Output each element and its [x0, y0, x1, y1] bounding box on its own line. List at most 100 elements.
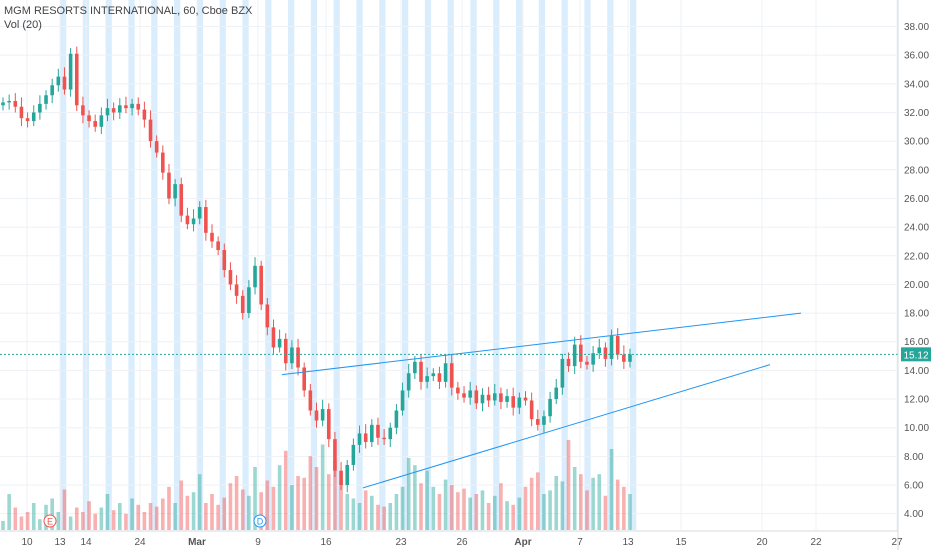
- volume-bar: [204, 503, 208, 530]
- candle-body: [505, 396, 509, 402]
- volume-bar: [486, 503, 491, 530]
- session-band: [584, 0, 591, 530]
- candle-body: [283, 338, 288, 364]
- grid-layer: [0, 0, 898, 530]
- volume-bar: [228, 483, 233, 530]
- y-tick-label: 28.00: [904, 165, 929, 176]
- volume-bar: [560, 481, 565, 530]
- volume-bar: [437, 494, 442, 530]
- candle-body: [25, 118, 30, 122]
- volume-bar: [308, 456, 313, 530]
- volume-bar: [185, 495, 190, 530]
- candle-body: [111, 108, 116, 113]
- candle-body: [210, 232, 214, 242]
- candle-body: [161, 152, 165, 173]
- volume-bar: [93, 513, 98, 530]
- volume-bar: [210, 494, 214, 530]
- candle-body: [277, 338, 282, 348]
- volume-bar: [425, 470, 429, 530]
- volume-bar: [370, 495, 374, 530]
- volume-bar: [468, 497, 472, 530]
- last-price-label: 15.12: [903, 350, 928, 361]
- candle-body: [197, 207, 202, 219]
- candle-body: [376, 424, 380, 438]
- volume-bar: [161, 498, 165, 530]
- volume-bar: [345, 494, 350, 530]
- y-tick-label: 24.00: [904, 223, 929, 234]
- volume-bar: [615, 479, 620, 530]
- x-tick-label: Mar: [188, 537, 206, 548]
- candle-body: [117, 105, 122, 113]
- event-marker-label: E: [47, 517, 53, 527]
- x-tick-label: 16: [320, 537, 332, 548]
- candle-body: [204, 207, 208, 233]
- volume-bar: [566, 440, 571, 530]
- volume-bar: [572, 467, 577, 530]
- session-band: [561, 0, 568, 530]
- session-band: [538, 0, 546, 530]
- candle-body: [185, 215, 190, 225]
- y-tick-label: 12.00: [904, 395, 929, 406]
- candle-body: [7, 101, 11, 103]
- x-tick-label: Apr: [514, 537, 531, 548]
- session-band: [60, 0, 67, 530]
- volume-bar: [462, 488, 466, 530]
- volume-bar: [406, 458, 411, 530]
- x-tick-label: 13: [54, 537, 66, 548]
- candle-body: [345, 464, 350, 486]
- x-tick-label: 14: [80, 537, 92, 548]
- volume-bar: [419, 483, 423, 530]
- candle-body: [124, 105, 128, 109]
- candle-body: [357, 433, 362, 445]
- candle-body: [388, 427, 393, 440]
- candle-body: [13, 101, 18, 107]
- candle-body: [290, 347, 294, 364]
- session-band: [310, 0, 318, 530]
- candle-body: [339, 470, 343, 486]
- volume-bar: [443, 479, 448, 530]
- candle-body: [585, 361, 589, 365]
- candle-body: [142, 109, 147, 120]
- volume-bar: [413, 465, 417, 530]
- candle-body: [154, 141, 159, 153]
- candle-body: [38, 103, 42, 113]
- x-tick-label: 23: [395, 537, 407, 548]
- symbol-title[interactable]: MGM RESORTS INTERNATIONAL, 60, Cboe BZX: [4, 5, 253, 17]
- chart-legend: MGM RESORTS INTERNATIONAL, 60, Cboe BZX …: [4, 4, 252, 32]
- volume-bar: [431, 486, 436, 530]
- candle-body: [468, 390, 472, 398]
- candle-body: [406, 373, 411, 391]
- last-price-badge: [901, 347, 931, 362]
- volume-bar: [62, 489, 67, 530]
- candle-body: [413, 361, 417, 374]
- volume-bar: [154, 506, 159, 530]
- y-tick-label: 38.00: [904, 22, 929, 33]
- candle-body: [615, 335, 620, 355]
- volume-bar: [290, 485, 294, 530]
- volume-bar: [7, 494, 11, 530]
- candle-body: [480, 394, 485, 404]
- volume-bar: [511, 504, 516, 530]
- candle-body: [566, 358, 571, 367]
- candle-body: [560, 358, 565, 388]
- candle-body: [486, 394, 491, 401]
- volume-bar: [277, 465, 282, 530]
- volume-bar: [400, 486, 405, 530]
- session-band: [447, 0, 454, 530]
- volume-bar: [197, 474, 202, 530]
- volume-indicator-label[interactable]: Vol (20): [4, 19, 42, 31]
- x-tick-label: 10: [21, 537, 33, 548]
- volume-bar: [222, 497, 227, 530]
- volume-bar: [597, 474, 602, 530]
- trendline-upper: [281, 312, 802, 376]
- y-tick-label: 6.00: [904, 481, 924, 492]
- volume-bar: [517, 497, 522, 530]
- y-tick-label: 10.00: [904, 423, 929, 434]
- y-tick-label: 32.00: [904, 108, 929, 119]
- volume-bar: [333, 459, 337, 530]
- x-tick-label: 7: [577, 537, 583, 548]
- y-tick-label: 34.00: [904, 79, 929, 90]
- candle-body: [542, 416, 546, 425]
- volume-bar: [554, 476, 559, 530]
